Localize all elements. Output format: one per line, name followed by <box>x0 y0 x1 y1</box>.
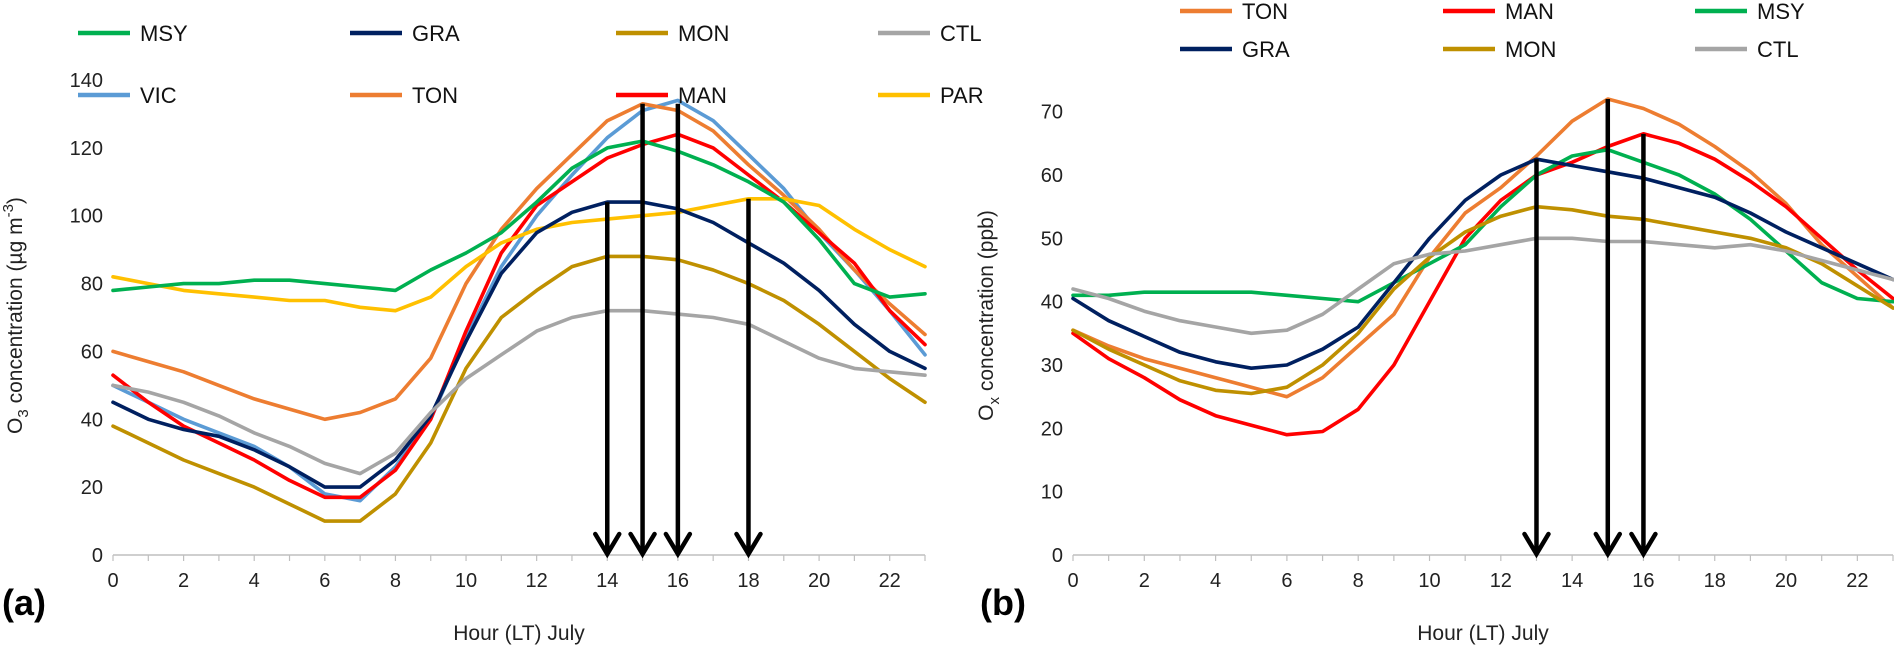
y-tick-label: 0 <box>92 545 103 567</box>
x-tick-label: 0 <box>1067 570 1078 592</box>
arrow-head <box>1629 531 1658 559</box>
series-line-man <box>1071 132 1894 437</box>
y-tick-label: 50 <box>1041 228 1063 250</box>
x-tick-label: 12 <box>1490 570 1512 592</box>
x-tick-label: 2 <box>178 570 189 592</box>
y-axis-title-part: x <box>986 396 1003 404</box>
y-axis-title-part: -3 <box>0 204 17 217</box>
x-tick-label: 10 <box>1418 570 1440 592</box>
series-line-vic <box>111 98 927 503</box>
y-tick-label: 20 <box>81 477 103 499</box>
x-tick-label: 22 <box>1846 570 1868 592</box>
series-line-ton <box>1071 97 1894 399</box>
y-tick-label: 0 <box>1052 545 1063 567</box>
y-tick-label: 120 <box>70 138 103 160</box>
x-tick-label: 8 <box>1353 570 1364 592</box>
x-tick-label: 8 <box>390 570 401 592</box>
x-tick-label: 2 <box>1139 570 1150 592</box>
legend-label-msy: MSY <box>1757 0 1805 24</box>
y-tick-label: 40 <box>81 409 103 431</box>
x-tick-label: 16 <box>667 570 689 592</box>
x-tick-label: 4 <box>1210 570 1221 592</box>
legend-label-par: PAR <box>940 83 984 108</box>
arrow-head <box>1522 531 1551 559</box>
legend-label-ctl: CTL <box>1757 37 1799 62</box>
legend-label-gra: GRA <box>412 21 460 46</box>
series-line-par <box>111 197 927 313</box>
y-axis-title: O3 concentration (µg m-3) <box>0 197 32 434</box>
legend-label-ctl: CTL <box>940 21 982 46</box>
y-tick-label: 100 <box>70 206 103 228</box>
arrow-head <box>734 531 763 559</box>
x-tick-label: 6 <box>1281 570 1292 592</box>
x-tick-label: 20 <box>808 570 830 592</box>
legend-label-gra: GRA <box>1242 37 1290 62</box>
y-tick-label: 40 <box>1041 292 1063 314</box>
x-tick-label: 14 <box>1561 570 1583 592</box>
x-tick-label: 12 <box>526 570 548 592</box>
x-tick-label: 14 <box>596 570 618 592</box>
x-tick-label: 0 <box>107 570 118 592</box>
series-line-ctl <box>111 308 927 476</box>
y-axis-title-part: O <box>975 404 998 420</box>
y-axis-title: Ox concentration (ppb) <box>975 210 1003 421</box>
series-line-gra <box>1071 157 1894 371</box>
legend-label-man: MAN <box>1505 0 1554 24</box>
y-tick-label: 80 <box>81 274 103 296</box>
x-tick-label: 10 <box>455 570 477 592</box>
arrow-head <box>663 531 693 559</box>
arrow-head <box>1593 531 1623 559</box>
y-tick-label: 140 <box>70 70 103 92</box>
y-tick-label: 60 <box>1041 165 1063 187</box>
legend-label-ton: TON <box>1242 0 1288 24</box>
x-tick-label: 18 <box>1704 570 1726 592</box>
arrow-head <box>593 531 622 559</box>
arrow-head <box>628 531 657 559</box>
x-tick-label: 4 <box>249 570 260 592</box>
y-axis-title-part: 3 <box>15 409 32 417</box>
legend-label-vic: VIC <box>140 83 177 108</box>
series-line-ctl <box>1071 236 1894 336</box>
x-axis-title: Hour (LT) July <box>1417 622 1549 645</box>
series-line-gra <box>111 200 927 489</box>
series-line-mon <box>111 254 927 523</box>
legend-label-msy: MSY <box>140 21 188 46</box>
y-tick-label: 30 <box>1041 355 1063 377</box>
series-line-mon <box>1071 204 1894 396</box>
y-axis-title-part: O <box>4 418 27 434</box>
x-tick-label: 18 <box>737 570 759 592</box>
x-tick-label: 6 <box>319 570 330 592</box>
y-tick-label: 60 <box>81 341 103 363</box>
legend-label-man: MAN <box>678 83 727 108</box>
legend-label-mon: MON <box>1505 37 1556 62</box>
x-axis-title: Hour (LT) July <box>453 622 585 645</box>
y-tick-label: 70 <box>1041 102 1063 124</box>
legend-label-mon: MON <box>678 21 729 46</box>
y-axis-title-part: ) <box>4 197 27 204</box>
x-tick-label: 16 <box>1632 570 1654 592</box>
legend-label-ton: TON <box>412 83 458 108</box>
series-line-ton <box>111 102 927 422</box>
y-axis-title-part: concentration (µg m <box>4 217 27 409</box>
series-line-msy <box>111 139 927 299</box>
y-tick-label: 10 <box>1041 482 1063 504</box>
y-axis-title-part: concentration (ppb) <box>975 210 998 397</box>
y-tick-label: 20 <box>1041 418 1063 440</box>
panel-label: (a) <box>2 582 46 623</box>
panel-a: 0 20 40 60 80 100 120 140 0 2 4 6 8 10 12 14 16 18 20 22 Hou… <box>0 21 984 645</box>
panel-label: (b) <box>980 582 1026 623</box>
x-tick-label: 22 <box>879 570 901 592</box>
panel-b: 0 10 20 30 40 50 60 70 0 2 4 6 8 10 12 14 16 18 20 22 Hour (… <box>975 0 1894 645</box>
x-tick-label: 20 <box>1775 570 1797 592</box>
